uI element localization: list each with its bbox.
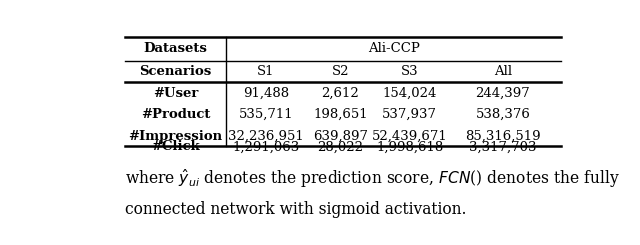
Text: Ali-CCP: Ali-CCP: [368, 42, 420, 55]
Text: S3: S3: [401, 65, 419, 78]
Text: 32,236,951: 32,236,951: [228, 130, 304, 143]
Text: 91,488: 91,488: [243, 86, 289, 99]
Text: connected network with sigmoid activation.: connected network with sigmoid activatio…: [125, 201, 466, 218]
Text: where $\hat{y}_{ui}$ denotes the prediction score, $\mathit{FCN}$() denotes the : where $\hat{y}_{ui}$ denotes the predict…: [125, 167, 620, 190]
Text: #User: #User: [153, 86, 198, 99]
Text: #Click: #Click: [151, 140, 200, 153]
Text: S2: S2: [332, 65, 349, 78]
Text: 639,897: 639,897: [313, 130, 368, 143]
Text: 154,024: 154,024: [383, 86, 437, 99]
Text: 28,022: 28,022: [317, 140, 364, 153]
Text: 2,612: 2,612: [321, 86, 359, 99]
Text: 3,317,703: 3,317,703: [469, 140, 536, 153]
Text: Scenarios: Scenarios: [140, 65, 212, 78]
Text: 244,397: 244,397: [476, 86, 530, 99]
Text: #Impression: #Impression: [129, 130, 223, 143]
Text: Datasets: Datasets: [143, 42, 207, 55]
Text: 1,291,063: 1,291,063: [232, 140, 300, 153]
Text: S1: S1: [257, 65, 275, 78]
Text: 535,711: 535,711: [239, 108, 293, 121]
Text: 52,439,671: 52,439,671: [372, 130, 448, 143]
Text: 198,651: 198,651: [313, 108, 368, 121]
Text: 537,937: 537,937: [382, 108, 437, 121]
Text: 538,376: 538,376: [476, 108, 531, 121]
Text: 1,998,618: 1,998,618: [376, 140, 444, 153]
Text: #Product: #Product: [141, 108, 210, 121]
Text: All: All: [494, 65, 512, 78]
Text: 85,316,519: 85,316,519: [465, 130, 541, 143]
